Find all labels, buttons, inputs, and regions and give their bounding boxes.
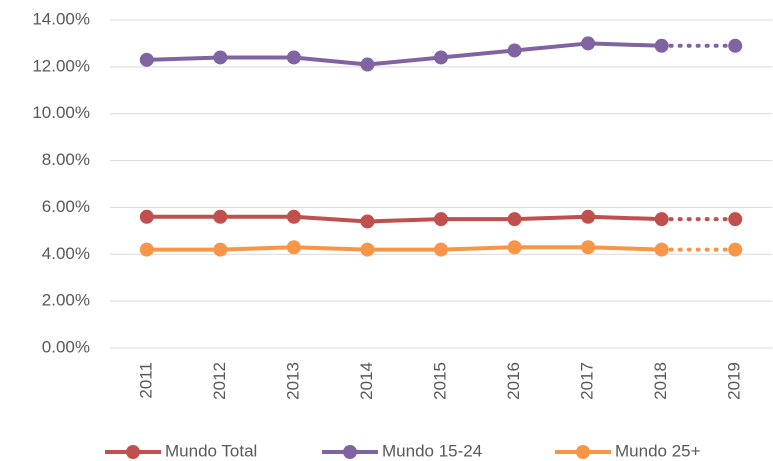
point (286, 240, 301, 255)
point (213, 50, 228, 65)
point (728, 242, 743, 257)
legend-marker (126, 445, 140, 459)
x-tick-label: 2016 (504, 362, 523, 400)
x-tick-label: 2015 (430, 362, 449, 400)
legend-label: Mundo 25+ (615, 441, 701, 460)
y-tick-label: 14.00% (32, 9, 90, 28)
point (360, 57, 375, 72)
point (213, 242, 228, 257)
point (507, 240, 522, 255)
point (728, 212, 743, 227)
x-tick-label: 2012 (210, 362, 229, 400)
point (360, 214, 375, 229)
x-tick-label: 2011 (136, 362, 155, 399)
y-tick-label: 4.00% (42, 244, 90, 263)
legend-label: Mundo Total (165, 441, 257, 460)
point (654, 38, 669, 53)
point (728, 38, 743, 53)
point (139, 242, 154, 257)
point (434, 242, 448, 257)
point (507, 212, 522, 227)
y-tick-label: 0.00% (42, 337, 90, 356)
y-tick-label: 10.00% (32, 103, 90, 122)
point (581, 209, 596, 224)
legend-marker (343, 445, 357, 459)
point (286, 50, 301, 65)
point (139, 209, 154, 224)
point (654, 212, 669, 227)
series-line (146, 245, 662, 252)
x-tick-label: 2018 (651, 362, 670, 400)
legend-label: Mundo 15-24 (382, 441, 482, 460)
point (581, 36, 596, 51)
point (360, 242, 375, 257)
point (507, 43, 522, 58)
x-tick-label: 2017 (578, 362, 597, 400)
series-line (146, 214, 662, 224)
legend-marker (576, 445, 590, 459)
series-line (146, 41, 662, 67)
point (139, 52, 154, 67)
point (213, 209, 228, 224)
y-tick-label: 6.00% (42, 197, 90, 216)
x-tick-label: 2014 (357, 362, 376, 400)
x-tick-label: 2019 (725, 362, 744, 400)
point (286, 209, 301, 224)
point (434, 212, 448, 227)
point (434, 50, 448, 65)
y-tick-label: 12.00% (32, 56, 90, 75)
y-tick-label: 8.00% (42, 150, 90, 169)
point (654, 242, 669, 257)
point (581, 240, 596, 255)
y-tick-label: 2.00% (42, 291, 90, 310)
x-tick-label: 2013 (283, 362, 302, 400)
